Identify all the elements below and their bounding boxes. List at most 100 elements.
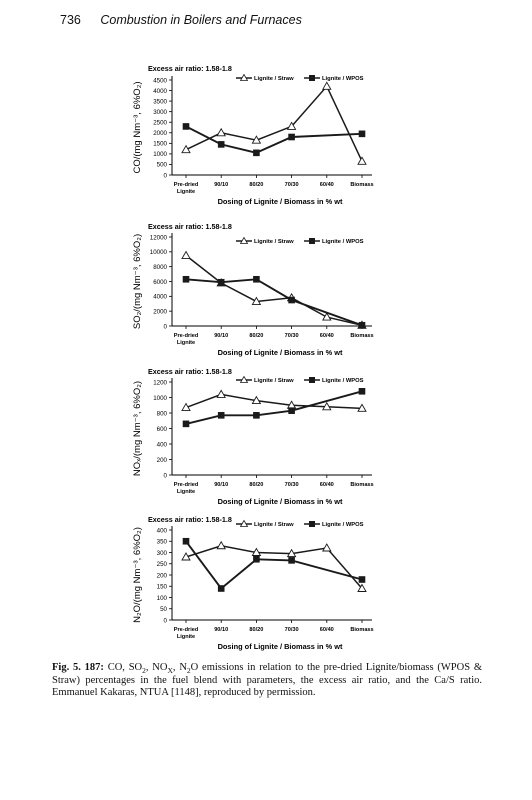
y-tick-label: 0 — [164, 172, 168, 179]
legend-marker-square — [309, 521, 315, 527]
chart-1: Excess air ratio: 1.58-1.8 0 500 1000 1500 20… — [132, 64, 374, 206]
legend-marker-square — [309, 75, 315, 81]
x-tick-label: 80/20 — [249, 482, 263, 488]
caption-text-3: O emissions in relation to the pre-dried… — [52, 662, 482, 699]
figure-caption: Fig. 5. 187: CO, SO2, NOX, N2O emissions… — [52, 662, 482, 700]
legend-label: Lignite / Straw — [254, 239, 294, 245]
legend-marker-square — [309, 238, 315, 244]
data-point-square — [288, 407, 295, 414]
data-point-triangle — [286, 548, 297, 558]
x-tick-label: Biomass — [350, 333, 373, 339]
caption-sub-2: 2 — [186, 666, 191, 676]
y-tick-label: 1000 — [153, 395, 167, 402]
x-tick-label: Pre-dried — [174, 627, 199, 633]
data-point-triangle — [286, 121, 297, 130]
data-point-square — [182, 123, 190, 130]
legend-label: Lignite / WPOS — [322, 522, 364, 528]
data-point-square — [182, 537, 190, 545]
chart-title: Excess air ratio: 1.58-1.8 — [148, 515, 232, 524]
legend-label: Lignite / WPOS — [322, 76, 364, 82]
x-tick-label: 60/40 — [320, 482, 334, 488]
data-point-triangle — [251, 135, 262, 144]
y-tick-label: 4500 — [153, 77, 167, 84]
x-tick-label: 70/30 — [285, 333, 299, 339]
x-tick-label: 70/30 — [285, 182, 299, 188]
legend-label: Lignite / WPOS — [322, 239, 364, 245]
x-tick-label: 90/10 — [214, 182, 228, 188]
y-tick-label: 0 — [164, 617, 168, 624]
data-point-triangle — [251, 547, 262, 556]
x-axis-label: Dosing of Lignite / Biomass in % wt — [218, 497, 343, 506]
series-line-1 — [185, 84, 363, 162]
x-tick-label: Pre-dried — [174, 333, 199, 339]
legend-marker-triangle — [239, 519, 249, 527]
data-point-triangle — [357, 156, 367, 165]
data-point-triangle — [181, 552, 191, 561]
y-tick-label: 800 — [157, 410, 168, 417]
y-axis-label: NOₓ/(mg Nm⁻³, 6%O₂) — [132, 381, 143, 476]
caption-text-1: , NO — [145, 662, 168, 673]
y-tick-label: 12000 — [150, 234, 168, 241]
y-tick-label: 200 — [157, 457, 168, 464]
data-point-square — [358, 321, 366, 329]
y-tick-label: 1500 — [153, 141, 167, 148]
y-axis-label: N₂O/(mg Nm⁻³, 6%O₂) — [132, 527, 143, 623]
data-point-triangle — [181, 402, 191, 412]
legend-label: Lignite / WPOS — [322, 378, 364, 384]
data-point-square — [253, 275, 260, 283]
x-tick-label: Biomass — [350, 182, 373, 188]
data-point-square — [288, 133, 295, 141]
x-tick-label: Biomass — [350, 482, 373, 488]
y-tick-label: 1000 — [153, 151, 167, 158]
data-point-square — [288, 557, 295, 564]
x-tick-label: Lignite — [177, 189, 195, 195]
x-tick-label: Pre-dried — [174, 182, 199, 188]
data-point-triangle — [357, 403, 367, 412]
y-axis-label: SO₂/(mg Nm⁻³, 6%O₂) — [132, 234, 143, 329]
y-tick-label: 300 — [157, 550, 168, 557]
legend-label: Lignite / Straw — [254, 522, 294, 528]
y-tick-label: 2000 — [153, 308, 167, 315]
data-point-square — [253, 412, 260, 419]
x-tick-label: Pre-dried — [174, 482, 199, 488]
x-tick-label: 90/10 — [214, 482, 228, 488]
legend-label: Lignite / Straw — [254, 378, 294, 384]
x-tick-label: Lignite — [177, 340, 195, 346]
y-tick-label: 4000 — [153, 88, 167, 95]
x-axis-label: Dosing of Lignite / Biomass in % wt — [218, 642, 343, 651]
x-tick-label: Lignite — [177, 634, 195, 640]
x-tick-label: 80/20 — [249, 333, 263, 339]
y-tick-label: 1200 — [153, 379, 167, 386]
chart-title: Excess air ratio: 1.58-1.8 — [148, 367, 232, 376]
data-point-triangle — [357, 583, 367, 592]
data-point-square — [358, 130, 366, 138]
x-tick-label: 90/10 — [214, 627, 228, 633]
data-point-triangle — [322, 312, 332, 321]
running-title: Combustion in Boilers and Furnaces — [100, 13, 302, 27]
x-tick-label: 70/30 — [285, 627, 299, 633]
chart-title: Excess air ratio: 1.58-1.8 — [148, 222, 232, 231]
legend-label: Lignite / Straw — [254, 76, 294, 82]
x-tick-label: 80/20 — [249, 627, 263, 633]
x-tick-label: 80/20 — [249, 182, 263, 188]
legend-marker-triangle — [239, 236, 249, 244]
legend-marker-triangle — [239, 73, 249, 81]
y-tick-label: 3500 — [153, 98, 167, 105]
data-point-square — [253, 555, 260, 563]
series-line-1 — [185, 254, 363, 327]
chart-3: Excess air ratio: 1.58-1.8 0 200 400 600 800 1… — [132, 367, 374, 506]
data-point-triangle — [216, 540, 226, 550]
data-point-triangle — [251, 296, 262, 305]
data-point-square — [358, 576, 366, 583]
chart-4: Excess air ratio: 1.58-1.8 0 50 100 150 200 25… — [132, 515, 374, 651]
series-line-2 — [185, 125, 363, 154]
x-tick-label: 60/40 — [320, 627, 334, 633]
data-point-triangle — [322, 401, 332, 411]
y-tick-label: 500 — [157, 162, 168, 169]
y-tick-label: 2000 — [153, 130, 167, 137]
page-header: 736 Combustion in Boilers and Furnaces — [60, 13, 302, 27]
x-tick-label: 60/40 — [320, 333, 334, 339]
series-line-1 — [185, 545, 363, 589]
data-point-square — [358, 388, 366, 395]
caption-text-0: CO, SO — [103, 662, 143, 673]
